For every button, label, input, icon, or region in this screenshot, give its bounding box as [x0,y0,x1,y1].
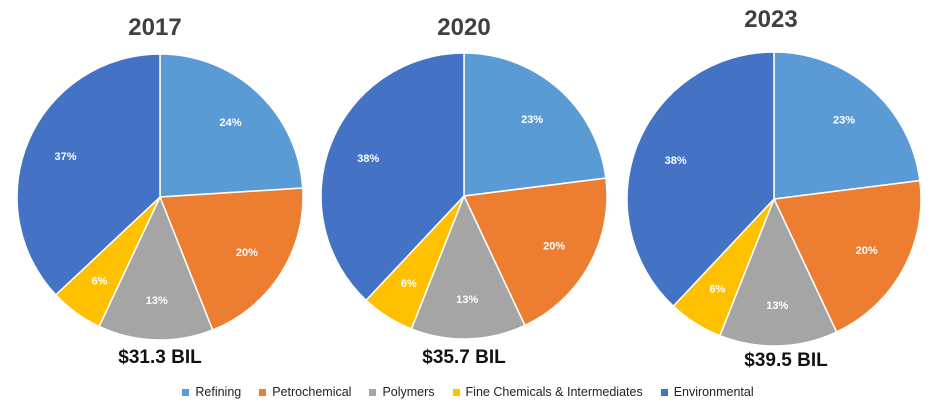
legend-label: Polymers [382,385,435,399]
chart-legend: Refining Petrochemical Polymers Fine Chemic… [0,380,936,404]
pie-slice-refining [159,53,304,198]
legend-swatch [182,388,190,396]
legend-label: Refining [195,385,242,399]
legend-label: Petrochemical [272,385,352,399]
pie-slice-environmental [320,52,465,302]
total-value: $35.7 BIL [422,347,506,368]
pie-chart-2023: 23% 20% 13% 6% 38% 2023 $39.5 BIL [626,6,922,371]
legend-label: Fine Chemicals & Intermediates [465,385,643,399]
data-label: 20% [856,245,878,257]
legend-item: Environmental [660,385,754,399]
legend-item: Fine Chemicals & Intermediates [452,385,643,399]
data-label: 23% [833,115,855,127]
legend-swatch [452,388,460,396]
pie-slice-polymers [98,195,214,341]
total-value: $39.5 BIL [744,350,828,371]
data-label: 23% [521,114,543,126]
data-label: 6% [709,283,725,295]
data-label: 38% [665,155,687,167]
pie-chart-2017: 24% 20% 13% 6% 37% 2017 $31.3 BIL [16,14,304,368]
pie-slice-petrochemical [158,187,304,331]
pie-slice-polymers [410,194,526,340]
data-label: 13% [766,300,788,312]
chart-title: 2023 [744,6,797,33]
data-label: 38% [357,153,379,165]
legend-swatch [369,388,377,396]
pie-slice-refining [773,51,921,200]
pie-slice-refining [463,52,607,197]
pie-slice-petrochemical [462,177,608,327]
chart-title: 2020 [437,14,490,41]
data-label: 6% [92,275,108,287]
data-label: 13% [146,295,168,307]
chart-title: 2017 [128,14,181,41]
pie-chart-2020: 23% 20% 13% 6% 38% 2020 $35.7 BIL [320,14,608,368]
legend-swatch [259,388,267,396]
data-label: 20% [236,247,258,259]
pie-slice-petrochemical [772,179,922,334]
data-label: 24% [219,117,241,129]
pie-slice-environmental [626,51,775,308]
data-label: 20% [543,241,565,253]
legend-item: Polymers [369,385,435,399]
legend-item: Refining [182,385,241,399]
legend-item: Petrochemical [259,385,351,399]
data-label: 13% [456,294,478,306]
data-label: 6% [401,278,417,290]
total-value: $31.3 BIL [118,347,202,368]
legend-label: Environmental [673,385,754,399]
legend-swatch [660,388,668,396]
pie-slice-polymers [718,197,838,347]
pie-slice-environmental [16,53,161,296]
data-label: 37% [54,151,76,163]
